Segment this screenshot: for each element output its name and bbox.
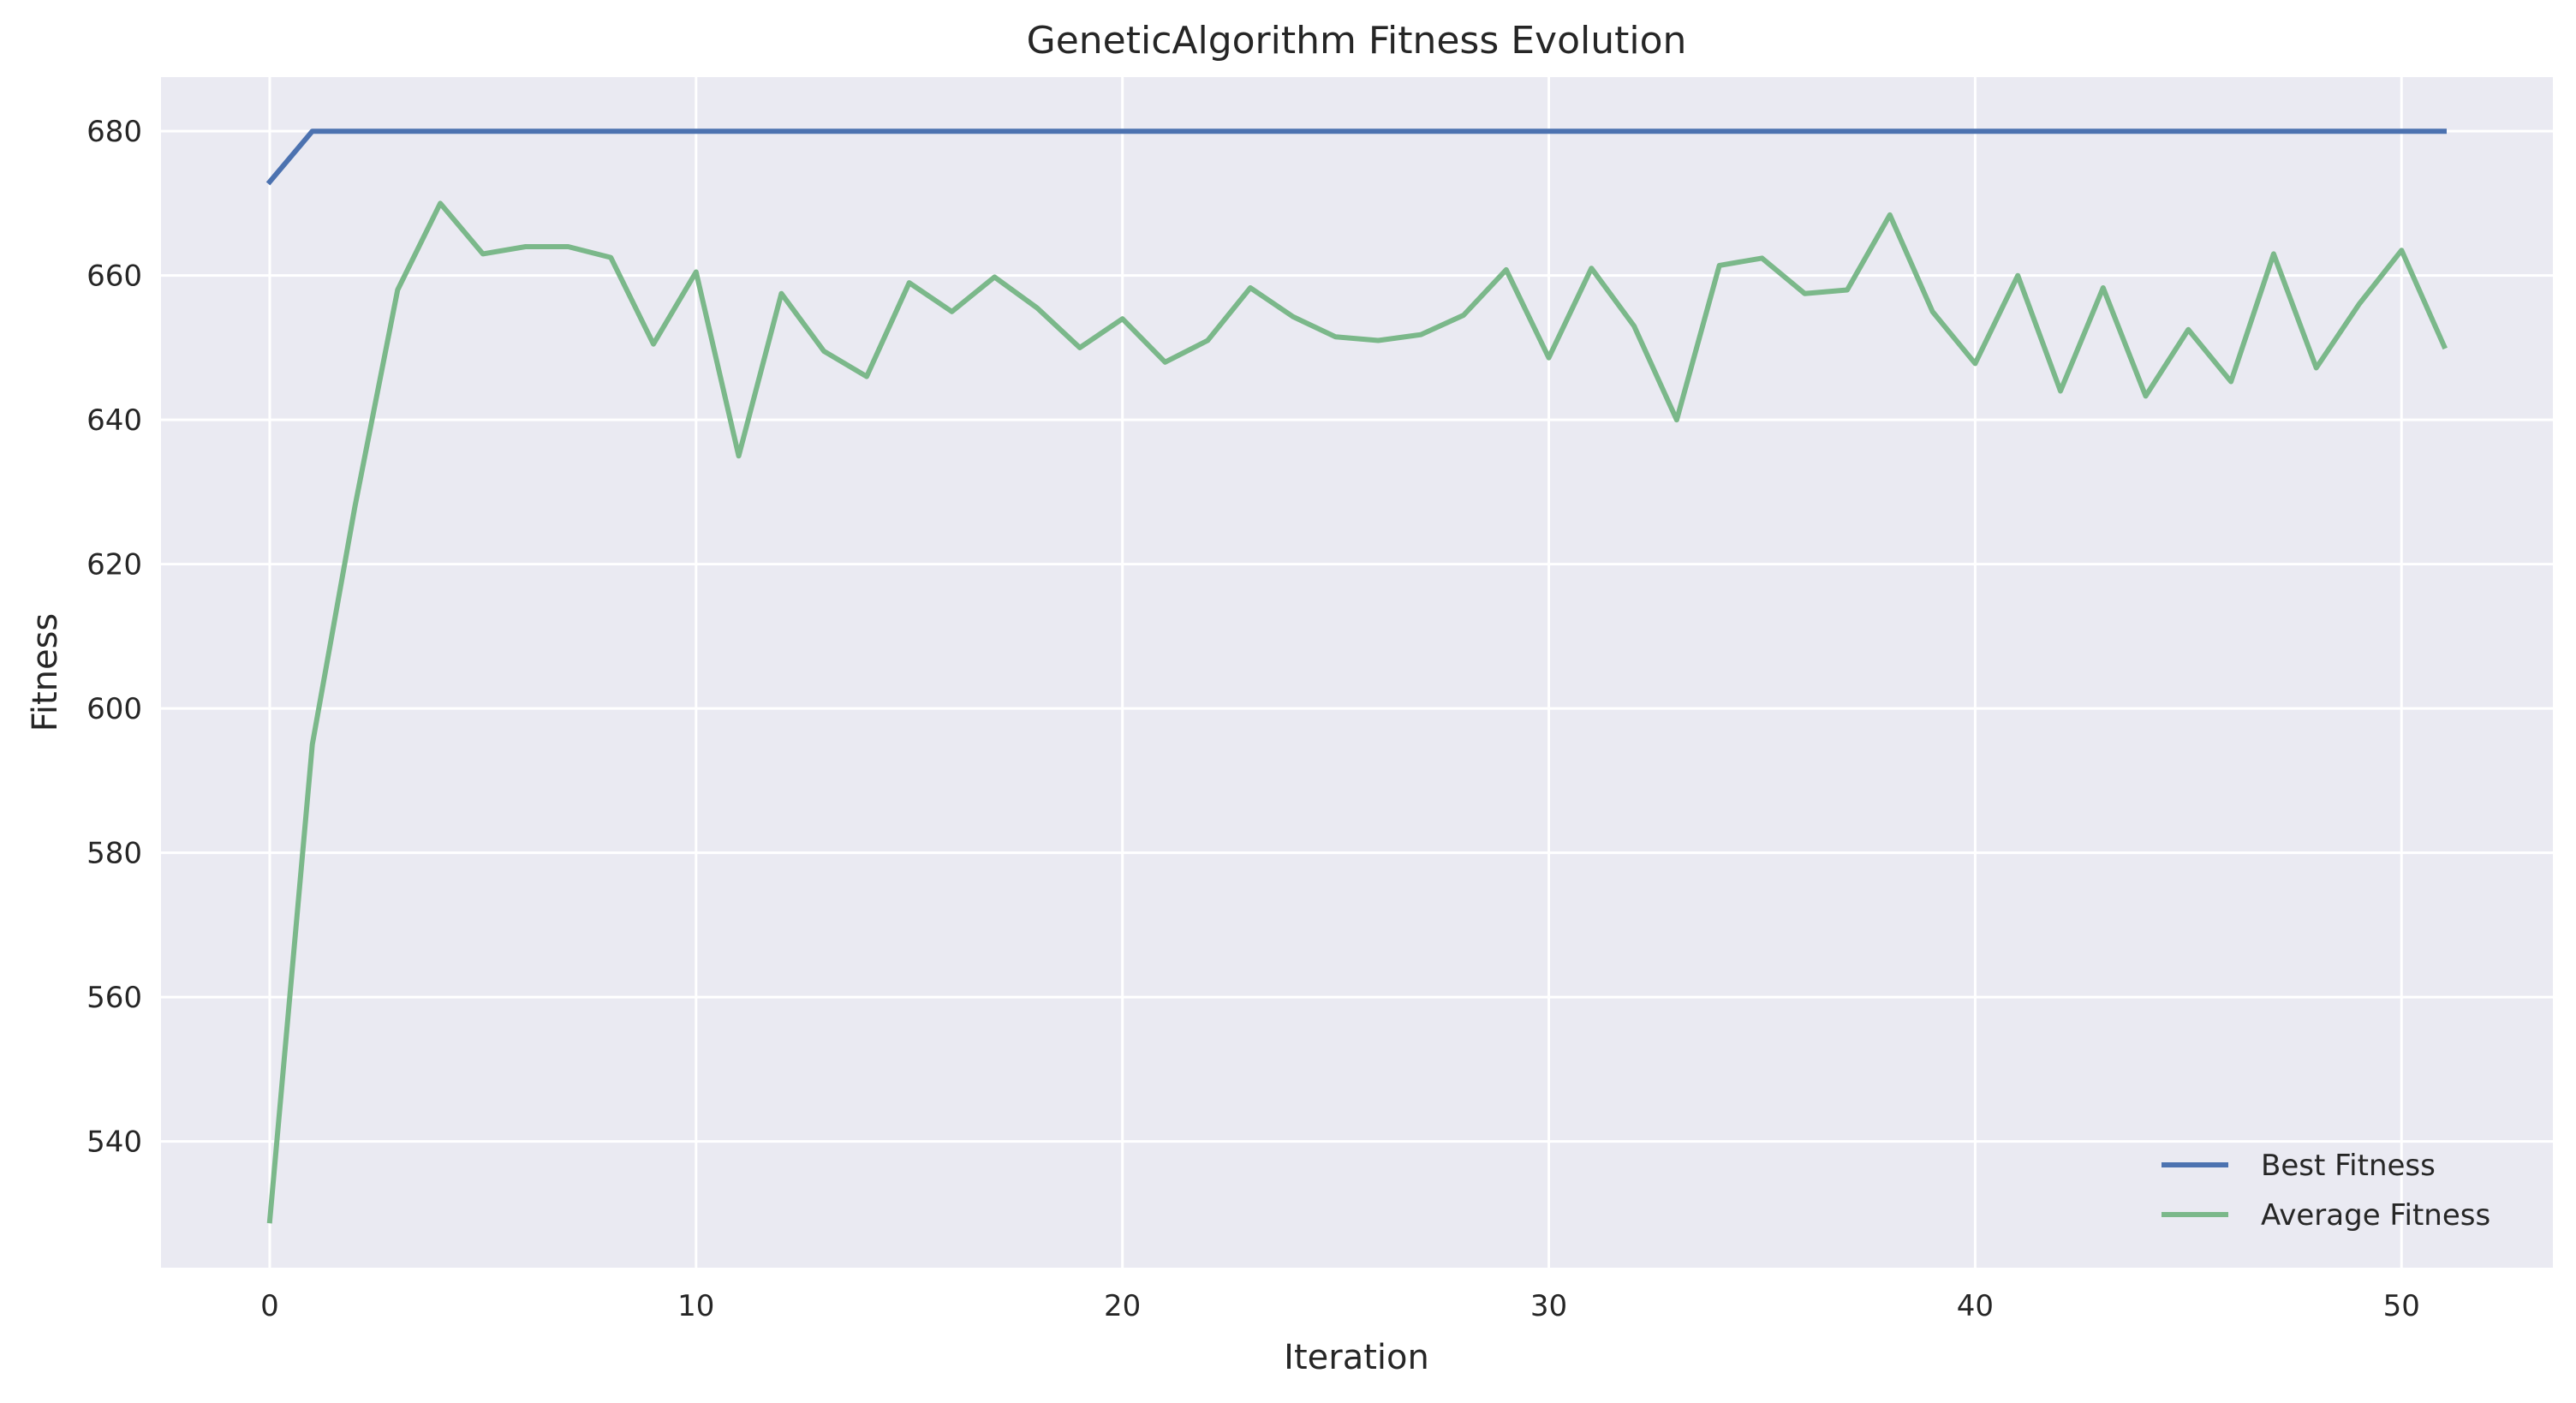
y-tick-label: 600 — [86, 692, 142, 726]
x-axis-label: Iteration — [1284, 1338, 1429, 1377]
y-tick-label: 560 — [86, 981, 142, 1015]
x-tick-label: 20 — [1104, 1289, 1141, 1323]
x-axis-ticks: 0 10 20 30 40 50 — [260, 1289, 2420, 1323]
legend: Best Fitness Average Fitness — [2162, 1149, 2490, 1233]
legend-label: Best Fitness — [2261, 1149, 2436, 1183]
legend-label: Average Fitness — [2261, 1198, 2490, 1233]
y-axis-label: Fitness — [26, 613, 65, 732]
series-lines — [265, 128, 2448, 1224]
series-line-1 — [266, 200, 2448, 1224]
y-tick-label: 680 — [86, 115, 142, 149]
y-tick-label: 660 — [86, 260, 142, 294]
x-tick-label: 0 — [260, 1289, 279, 1323]
chart-title: GeneticAlgorithm Fitness Evolution — [1027, 19, 1687, 63]
x-tick-label: 30 — [1530, 1289, 1567, 1323]
x-tick-label: 50 — [2383, 1289, 2420, 1323]
plot-area — [161, 77, 2553, 1268]
y-axis-ticks: 540 560 580 600 620 640 660 680 — [86, 115, 142, 1159]
y-tick-label: 540 — [86, 1125, 142, 1160]
x-tick-label: 40 — [1957, 1289, 1994, 1323]
y-tick-label: 620 — [86, 548, 142, 582]
x-tick-label: 10 — [677, 1289, 714, 1323]
series-line-0 — [265, 128, 2447, 186]
y-tick-label: 640 — [86, 403, 142, 438]
y-tick-label: 580 — [86, 837, 142, 871]
